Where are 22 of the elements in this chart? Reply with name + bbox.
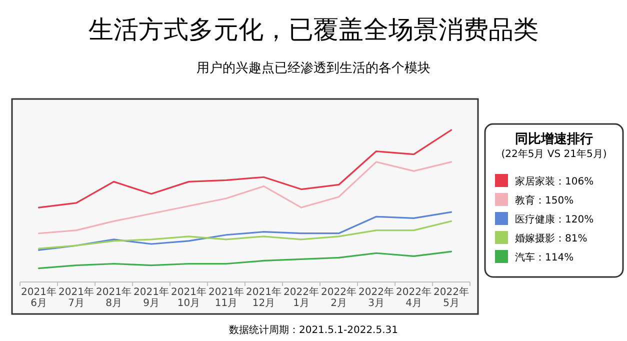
x-tick-label: 2021年11月 xyxy=(208,286,244,309)
x-tick-label: 2021年8月 xyxy=(96,286,132,309)
x-tick-label: 2021年12月 xyxy=(246,286,282,309)
x-tick-label: 2021年9月 xyxy=(134,286,169,309)
x-tick-label: 2021年7月 xyxy=(58,286,94,309)
x-tick-label: 2022年1月 xyxy=(284,286,319,309)
x-tick-label: 2021年10月 xyxy=(171,286,206,309)
legend-label: 医疗健康：120% xyxy=(515,214,594,226)
x-tick-label: 2022年5月 xyxy=(434,286,469,309)
text: (22年5月 VS 21年5月) xyxy=(501,148,607,160)
chart-subtitle: 用户的兴趣点已经渗透到生活的各个模块 xyxy=(196,61,430,76)
x-tick-label: 2022年3月 xyxy=(358,286,394,309)
chart-title: 生活方式多元化，已覆盖全场景消费品类 xyxy=(88,15,538,44)
text: 数据统计周期：2021.5.1-2022.5.31 xyxy=(228,324,398,336)
legend-label: 婚嫁摄影：81% xyxy=(515,232,588,244)
legend-label: 家居家装：106% xyxy=(515,176,594,188)
x-tick-label: 2022年2月 xyxy=(321,286,356,309)
legend-label: 汽车：114% xyxy=(515,252,574,264)
x-tick-label: 2022年4月 xyxy=(396,286,432,309)
x-tick-label: 2021年6月 xyxy=(21,286,56,309)
legend-title: 同比增速排行 xyxy=(515,132,593,147)
legend-label: 教育：150% xyxy=(515,194,574,206)
